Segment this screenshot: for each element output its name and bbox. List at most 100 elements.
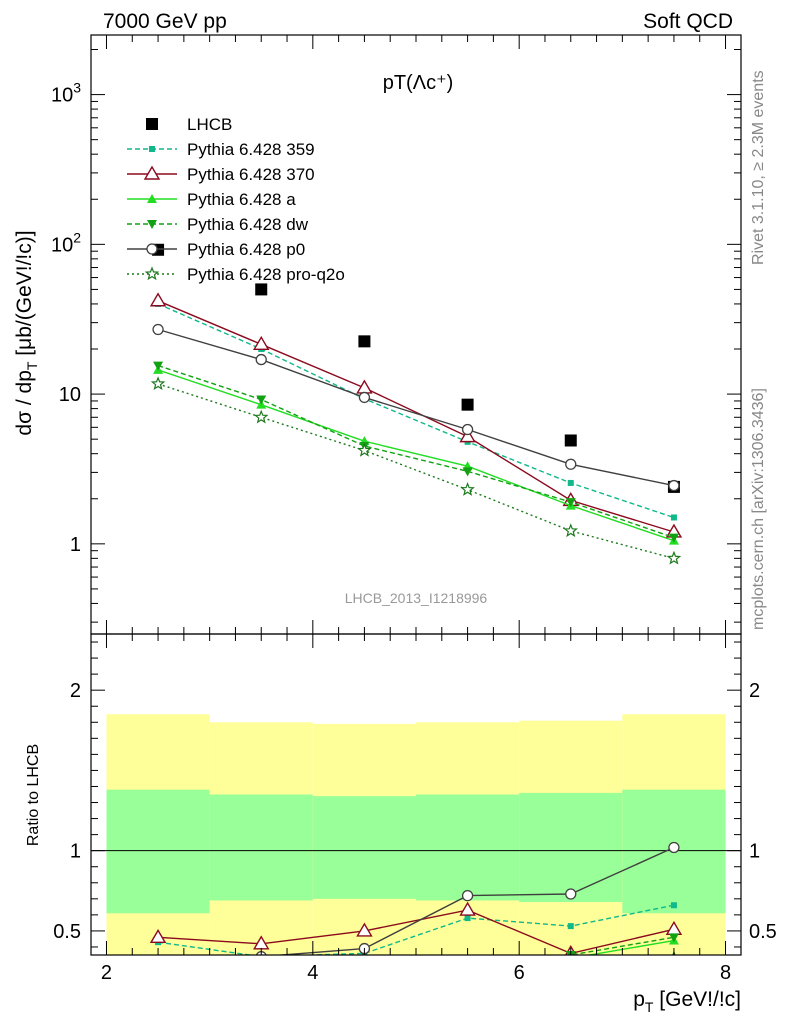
xsec-series-pythia-6-428-pro-q2o: [150, 376, 682, 565]
analysis-watermark: LHCB_2013_I1218996: [345, 590, 488, 606]
y-label-sub: T: [24, 361, 40, 370]
bottom-y-axis-label: Ratio to LHCB: [25, 744, 42, 846]
legend-marker-lhcb: [146, 118, 158, 130]
x-label-main: p: [633, 988, 645, 1011]
ratio-line-pythia-6-428-pro-q2o: [158, 958, 674, 990]
legend-marker-pythia-6-428-a: [147, 194, 157, 203]
xsec-point-pythia-6-428-pro-q2o-5: [666, 550, 682, 565]
tick-exponent: 3: [73, 80, 81, 96]
xsec-line-pythia-6-428-359: [157, 303, 675, 519]
legend-label-pythia-6-428-359: Pythia 6.428 359: [187, 140, 315, 159]
green-band-bin-0: [106, 789, 210, 914]
top-y-tick-label-10: 10: [59, 384, 81, 406]
x-label-sub: T: [645, 999, 654, 1015]
xsec-line-pythia-6-428-pro-q2o: [157, 383, 675, 560]
ratio-point-pythia-6-428-dw-3: [463, 965, 473, 974]
ratio-point-pythia-6-428-370-2: [356, 922, 373, 937]
legend-entry-pythia-6-428-p0: Pythia 6.428 p0: [127, 240, 305, 259]
xsec-line-pythia-6-428-a: [157, 369, 675, 542]
header-right: Soft QCD: [643, 10, 733, 33]
tick-base: 10: [51, 234, 73, 256]
xsec-point-lhcb-4: [564, 434, 577, 447]
bottom-y-tick-label-1: 1: [70, 841, 81, 863]
xsec-point-pythia-6-428-pro-q2o-3: [460, 482, 475, 496]
uncertainty-bands: [91, 714, 741, 955]
ratio-point-pythia-6-428-dw-0: [153, 977, 163, 986]
xsec-series-pythia-6-428-a: [153, 364, 679, 545]
ratio-line-pythia-6-428-p0: [272, 846, 675, 955]
top-y-tick-label-1: 1: [70, 534, 81, 556]
ratio-point-pythia-6-428-pro-q2o-3: [462, 962, 473, 973]
header-left: 7000 GeV pp: [103, 10, 227, 33]
legend-label-pythia-6-428-370: Pythia 6.428 370: [187, 165, 315, 184]
xsec-series-pythia-6-428-359: [155, 300, 677, 521]
ratio-point-pythia-6-428-dw-1: [256, 977, 266, 986]
legend-entry-pythia-6-428-pro-q2o: Pythia 6.428 pro-q2o: [127, 265, 345, 284]
ratio-point-pythia-6-428-a-0: [153, 977, 163, 986]
xsec-point-pythia-6-428-359-5: [670, 514, 677, 521]
legend-marker-pythia-6-428-p0: [146, 243, 158, 255]
green-band-bin-4: [519, 792, 623, 903]
xsec-point-pythia-6-428-370-1: [253, 335, 270, 351]
ratio-point-pythia-6-428-p0-3: [461, 889, 474, 902]
legend-entry-pythia-6-428-359: Pythia 6.428 359: [127, 140, 315, 159]
xsec-point-pythia-6-428-p0-3: [461, 423, 474, 436]
x-axis-label: pT [GeV!/!c]: [633, 988, 741, 1015]
ratio-series-pythia-6-428-370: [149, 901, 683, 955]
xsec-point-pythia-6-428-pro-q2o-4: [563, 523, 579, 538]
xsec-point-pythia-6-428-p0-0: [152, 323, 164, 336]
rivet-label: Rivet 3.1.10, ≥ 2.3M events: [750, 70, 767, 265]
xsec-line-pythia-6-428-370: [157, 300, 675, 533]
ratio-point-pythia-6-428-p0-5: [668, 841, 680, 854]
xsec-point-pythia-6-428-370-2: [356, 379, 373, 394]
xsec-point-lhcb-1: [255, 283, 268, 296]
legend-label-lhcb: LHCB: [187, 115, 232, 134]
xsec-point-pythia-6-428-370-0: [149, 292, 167, 307]
xsec-point-pythia-6-428-370-3: [459, 428, 476, 443]
ratio-point-pythia-6-428-p0-0: [153, 960, 163, 970]
xsec-line-pythia-6-428-p0: [157, 328, 675, 487]
xsec-point-pythia-6-428-pro-q2o-1: [253, 409, 269, 424]
top-y-tick-label-1000: 103: [51, 80, 81, 107]
ratio-point-pythia-6-428-pro-q2o-2: [359, 975, 370, 986]
xsec-point-pythia-6-428-dw-1: [256, 395, 267, 405]
ratio-point-pythia-6-428-pro-q2o-1: [256, 983, 267, 994]
top-y-tick-label-100: 102: [51, 229, 81, 256]
legend-marker-pythia-6-428-dw: [147, 220, 157, 229]
xsec-point-pythia-6-428-dw-4: [565, 498, 576, 508]
ratio-point-pythia-6-428-370-0: [149, 928, 167, 944]
ratio-point-pythia-6-428-359-5: [670, 902, 677, 909]
xsec-point-lhcb-2: [358, 335, 371, 348]
xsec-point-pythia-6-428-p0-2: [358, 391, 371, 404]
ratio-point-pythia-6-428-a-2: [359, 971, 369, 980]
green-band-bin-1: [209, 794, 313, 901]
ratio-point-pythia-6-428-370-3: [459, 901, 476, 916]
y-label-main: dσ / dp: [13, 370, 36, 436]
bottom-y-tick-label-2: 2: [70, 680, 81, 702]
legend-entry-pythia-6-428-370: Pythia 6.428 370: [127, 165, 315, 184]
cross-section-series: [149, 243, 683, 565]
ratio-series-pythia-6-428-pro-q2o: [158, 950, 676, 994]
xsec-point-pythia-6-428-dw-5: [668, 533, 679, 543]
xsec-line-pythia-6-428-dw: [157, 364, 675, 539]
x-tick-label-8: 8: [720, 962, 731, 984]
legend-label-pythia-6-428-a: Pythia 6.428 a: [187, 190, 296, 209]
ratio-point-pythia-6-428-a-1: [256, 979, 266, 988]
x-tick-label-6: 6: [514, 962, 525, 984]
legend-entry-pythia-6-428-a: Pythia 6.428 a: [127, 190, 296, 209]
x-tick-label-2: 2: [101, 962, 112, 984]
legend-marker-pythia-6-428-359: [149, 146, 155, 152]
ratio-point-pythia-6-428-dw-2: [359, 975, 369, 984]
bottom-y-tick-label-right-2: 2: [749, 680, 760, 702]
legend-label-pythia-6-428-dw: Pythia 6.428 dw: [187, 215, 309, 234]
ratio-point-pythia-6-428-p0-4: [565, 888, 577, 900]
legend-marker-pythia-6-428-pro-q2o: [144, 266, 160, 281]
ratio-line-pythia-6-428-370: [158, 909, 675, 955]
tick-base: 10: [51, 85, 73, 107]
green-band-bin-2: [312, 796, 416, 899]
x-tick-label-4: 4: [307, 962, 318, 984]
bottom-y-tick-label-right-1: 1: [749, 841, 760, 863]
tick-exponent: 2: [73, 229, 81, 245]
